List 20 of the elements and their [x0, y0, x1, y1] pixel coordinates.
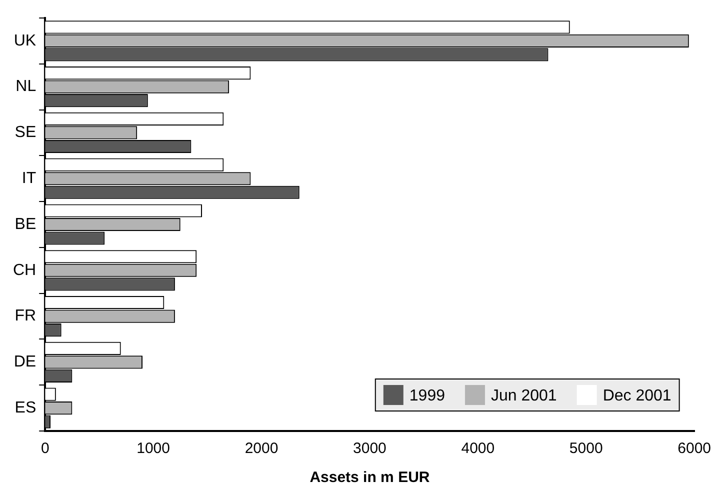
- x-tick-label: 6000: [678, 440, 712, 458]
- y-tick-label: BE: [14, 216, 36, 233]
- x-tick-label: 2000: [244, 440, 278, 458]
- legend-label: Dec 2001: [602, 387, 672, 404]
- x-tick-label: 0: [40, 440, 50, 458]
- legend-label: Jun 2001: [490, 387, 557, 404]
- y-tick-label: DE: [14, 354, 36, 371]
- x-tick-label: 5000: [569, 440, 603, 458]
- y-tick-label: FR: [14, 308, 36, 325]
- y-tick-label: NL: [16, 78, 36, 96]
- x-tick-label: 1000: [136, 440, 170, 458]
- y-tick-label: SE: [14, 124, 36, 142]
- x-tick-label: 4000: [461, 440, 495, 458]
- y-tick-label: UK: [14, 32, 36, 50]
- legend-label: 1999: [409, 387, 446, 404]
- y-tick-label: IT: [22, 170, 36, 188]
- x-tick-label: 3000: [353, 440, 386, 458]
- y-tick-label: CH: [13, 262, 36, 279]
- x-axis-title: Assets in m EUR: [310, 469, 430, 486]
- y-tick-label: ES: [14, 399, 36, 416]
